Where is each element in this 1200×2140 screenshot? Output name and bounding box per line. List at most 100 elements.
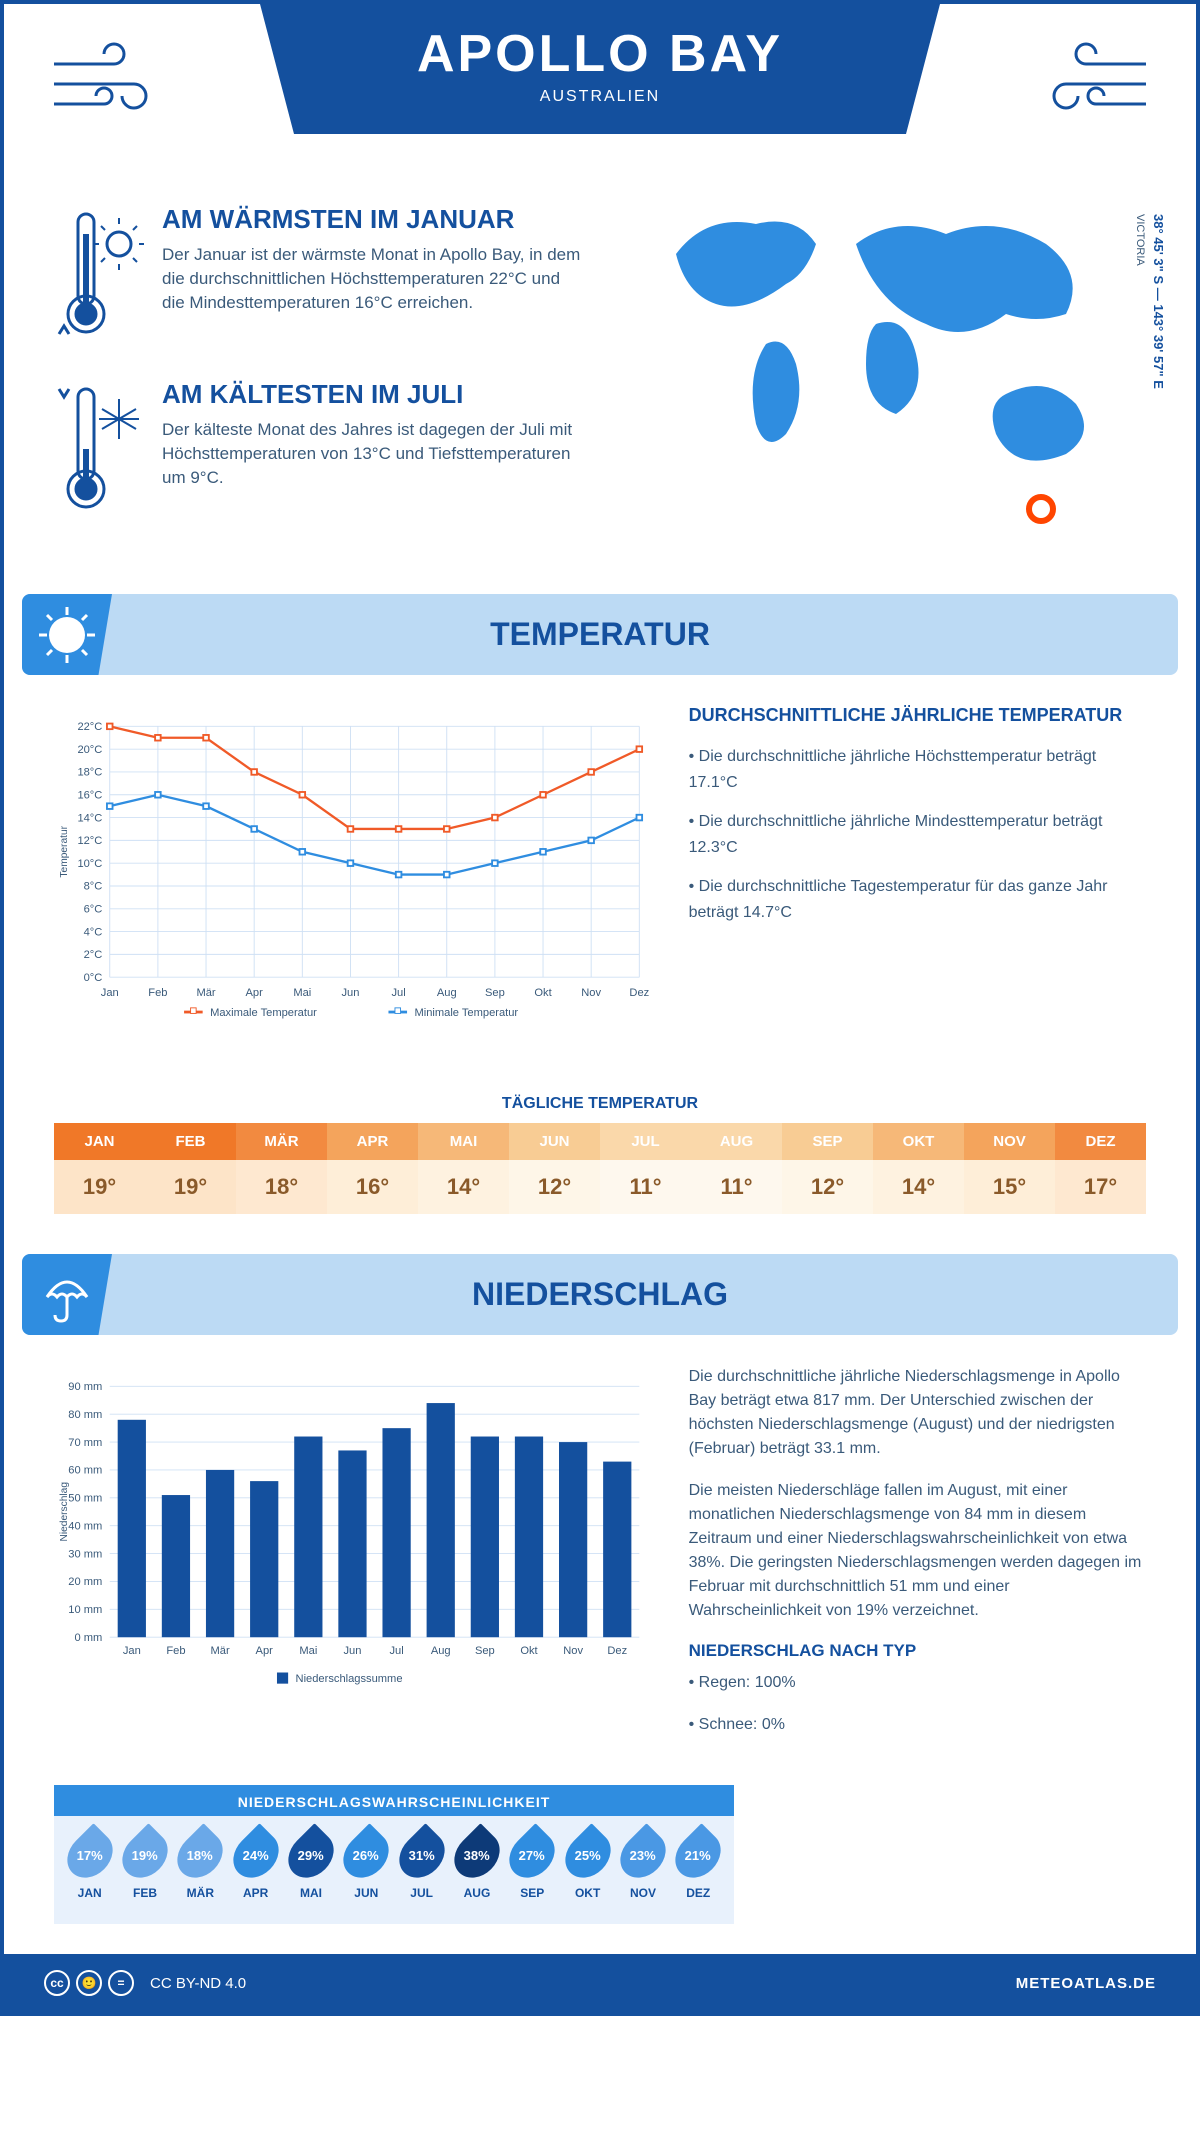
svg-text:50 mm: 50 mm: [68, 1493, 102, 1505]
precip-type-rain: • Regen: 100%: [689, 1671, 1146, 1695]
svg-text:2°C: 2°C: [84, 949, 103, 961]
intro-text-column: AM WÄRMSTEN IM JANUAR Der Januar ist der…: [54, 204, 586, 554]
svg-text:Apr: Apr: [256, 1645, 274, 1657]
temperature-body: 0°C2°C4°C6°C8°C10°C12°C14°C16°C18°C20°C2…: [4, 675, 1196, 1075]
svg-text:18°C: 18°C: [77, 767, 102, 779]
intro-section: AM WÄRMSTEN IM JANUAR Der Januar ist der…: [4, 184, 1196, 594]
precip-paragraph: Die durchschnittliche jährliche Niedersc…: [689, 1365, 1146, 1461]
sun-icon: [22, 594, 112, 675]
svg-text:Mai: Mai: [299, 1645, 317, 1657]
probability-drop: 18%MÄR: [175, 1830, 226, 1900]
footer: cc 🙂 = CC BY-ND 4.0 METEOATLAS.DE: [4, 1954, 1196, 2012]
svg-text:80 mm: 80 mm: [68, 1409, 102, 1421]
daily-temp-cell: OKT14°: [873, 1123, 964, 1214]
temperature-info: DURCHSCHNITTLICHE JÄHRLICHE TEMPERATUR •…: [689, 705, 1146, 1045]
svg-text:4°C: 4°C: [84, 926, 103, 938]
daily-temp-cell: APR16°: [327, 1123, 418, 1214]
daily-temp-title: TÄGLICHE TEMPERATUR: [4, 1095, 1196, 1113]
svg-text:Sep: Sep: [485, 987, 505, 999]
daily-temp-cell: JAN19°: [54, 1123, 145, 1214]
svg-text:Minimale Temperatur: Minimale Temperatur: [414, 1007, 518, 1019]
nd-icon: =: [108, 1970, 134, 1996]
precipitation-header: NIEDERSCHLAG: [22, 1254, 1178, 1335]
svg-text:0°C: 0°C: [84, 972, 103, 984]
coldest-title: AM KÄLTESTEN IM JULI: [162, 379, 586, 410]
probability-drop: 26%JUN: [341, 1830, 392, 1900]
probability-drop: 21%DEZ: [673, 1830, 724, 1900]
precip-paragraph: Die meisten Niederschläge fallen im Augu…: [689, 1479, 1146, 1623]
svg-text:Jun: Jun: [341, 987, 359, 999]
title-banner: APOLLO BAY AUSTRALIEN: [260, 4, 940, 134]
svg-text:14°C: 14°C: [77, 812, 102, 824]
svg-text:Jul: Jul: [389, 1645, 403, 1657]
svg-text:40 mm: 40 mm: [68, 1520, 102, 1532]
svg-text:Nov: Nov: [563, 1645, 583, 1657]
temp-info-title: DURCHSCHNITTLICHE JÄHRLICHE TEMPERATUR: [689, 705, 1146, 726]
location-title: APOLLO BAY: [260, 24, 940, 84]
probability-drop: 17%JAN: [64, 1830, 115, 1900]
svg-text:Niederschlag: Niederschlag: [59, 1482, 70, 1542]
location-marker-icon: [1026, 494, 1056, 524]
svg-text:12°C: 12°C: [77, 835, 102, 847]
thermometer-cold-icon: [54, 379, 144, 524]
region-label: VICTORIA: [1134, 214, 1146, 266]
svg-text:Niederschlagssumme: Niederschlagssumme: [296, 1673, 403, 1685]
svg-text:20 mm: 20 mm: [68, 1576, 102, 1588]
temp-bullet: • Die durchschnittliche Tagestemperatur …: [689, 874, 1146, 925]
svg-text:10 mm: 10 mm: [68, 1604, 102, 1616]
svg-text:Okt: Okt: [534, 987, 552, 999]
precipitation-body: 0 mm 10 mm 20 mm 30 mm 40 mm 50 mm 60 mm 70 mm 8…: [4, 1335, 1196, 1775]
daily-temp-cell: NOV15°: [964, 1123, 1055, 1214]
svg-text:Aug: Aug: [437, 987, 457, 999]
svg-text:Dez: Dez: [607, 1645, 627, 1657]
svg-text:8°C: 8°C: [84, 881, 103, 893]
svg-text:20°C: 20°C: [77, 744, 102, 756]
svg-text:30 mm: 30 mm: [68, 1548, 102, 1560]
svg-text:70 mm: 70 mm: [68, 1437, 102, 1449]
world-map: VICTORIA 38° 45' 3" S — 143° 39' 57" E: [626, 204, 1146, 554]
svg-text:Jan: Jan: [101, 987, 119, 999]
probability-drop: 19%FEB: [119, 1830, 170, 1900]
license-block: cc 🙂 = CC BY-ND 4.0: [44, 1970, 246, 1996]
svg-text:22°C: 22°C: [77, 721, 102, 733]
license-text: CC BY-ND 4.0: [150, 1975, 246, 1992]
precipitation-bar-chart: 0 mm 10 mm 20 mm 30 mm 40 mm 50 mm 60 mm 70 mm 8…: [54, 1365, 649, 1705]
coldest-text: Der kälteste Monat des Jahres ist dagege…: [162, 418, 586, 489]
page-root: APOLLO BAY AUSTRALIEN A: [0, 0, 1200, 2016]
precip-type-snow: • Schnee: 0%: [689, 1713, 1146, 1737]
daily-temp-cell: JUN12°: [509, 1123, 600, 1214]
cc-icon: cc: [44, 1970, 70, 1996]
svg-text:Mai: Mai: [293, 987, 311, 999]
thermometer-hot-icon: [54, 204, 144, 349]
section-title: NIEDERSCHLAG: [472, 1276, 728, 1312]
temp-bullet: • Die durchschnittliche jährliche Mindes…: [689, 809, 1146, 860]
by-icon: 🙂: [76, 1970, 102, 1996]
wind-icon: [44, 34, 164, 134]
svg-text:Mär: Mär: [196, 987, 215, 999]
svg-text:16°C: 16°C: [77, 789, 102, 801]
probability-box: NIEDERSCHLAGSWAHRSCHEINLICHKEIT 17%JAN19…: [54, 1785, 734, 1924]
svg-text:60 mm: 60 mm: [68, 1465, 102, 1477]
wind-icon: [1036, 34, 1156, 134]
warmest-block: AM WÄRMSTEN IM JANUAR Der Januar ist der…: [54, 204, 586, 349]
header: APOLLO BAY AUSTRALIEN: [4, 4, 1196, 184]
svg-text:10°C: 10°C: [77, 858, 102, 870]
probability-drop: 29%MAI: [285, 1830, 336, 1900]
temperature-line-chart: 0°C2°C4°C6°C8°C10°C12°C14°C16°C18°C20°C2…: [54, 705, 649, 1045]
svg-text:0 mm: 0 mm: [74, 1632, 102, 1644]
temperature-header: TEMPERATUR: [22, 594, 1178, 675]
svg-text:Aug: Aug: [431, 1645, 451, 1657]
probability-drop: 27%SEP: [507, 1830, 558, 1900]
svg-text:Jul: Jul: [391, 987, 405, 999]
daily-temp-table: JAN19°FEB19°MÄR18°APR16°MAI14°JUN12°JUL1…: [54, 1123, 1146, 1214]
svg-text:Feb: Feb: [148, 987, 167, 999]
svg-text:Dez: Dez: [629, 987, 648, 999]
daily-temp-cell: AUG11°: [691, 1123, 782, 1214]
svg-text:Jun: Jun: [343, 1645, 361, 1657]
daily-temp-cell: FEB19°: [145, 1123, 236, 1214]
svg-text:Temperatur: Temperatur: [59, 825, 70, 877]
probability-drop: 25%OKT: [562, 1830, 613, 1900]
daily-temp-cell: MAI14°: [418, 1123, 509, 1214]
svg-text:90 mm: 90 mm: [68, 1381, 102, 1393]
temp-bullet: • Die durchschnittliche jährliche Höchst…: [689, 744, 1146, 795]
